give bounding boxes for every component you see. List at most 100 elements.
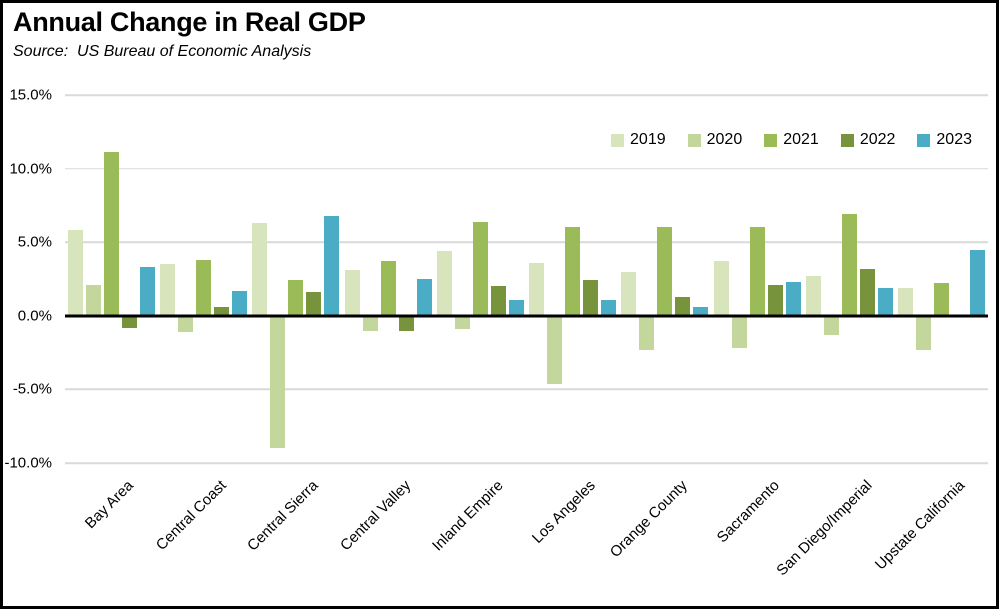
x-axis-label: Sacramento <box>714 477 784 547</box>
bar-slot <box>583 95 599 463</box>
bar-2020 <box>85 284 101 316</box>
bar-slot <box>398 95 414 463</box>
bar-2019 <box>806 276 822 316</box>
gridline <box>65 167 988 170</box>
bar-slot <box>177 95 193 463</box>
bar-2019 <box>713 261 729 316</box>
legend-item-2022: 2022 <box>840 131 895 149</box>
y-axis-tick-label: 0.0% <box>17 307 52 325</box>
bar-2022 <box>860 268 876 316</box>
bar-2021 <box>657 227 673 316</box>
category-group <box>803 95 895 463</box>
bar-slot <box>416 95 432 463</box>
bar-2023 <box>601 299 617 316</box>
category-group <box>157 95 249 463</box>
bar-2020 <box>824 317 840 335</box>
bar-2020 <box>731 317 747 349</box>
bar-slot <box>454 95 470 463</box>
bar-slot <box>490 95 506 463</box>
y-axis-tick-label: -10.0% <box>4 454 52 472</box>
bar-slot <box>916 95 932 463</box>
bar-slot <box>639 95 655 463</box>
bar-slot <box>252 95 268 463</box>
chart-title: Annual Change in Real GDP <box>13 7 366 37</box>
bar-2019 <box>67 230 83 316</box>
bar-2019 <box>436 251 452 316</box>
bar-2023 <box>139 267 155 316</box>
bar-slot <box>952 95 967 463</box>
bar-slot <box>621 95 637 463</box>
x-axis-label: Central Valley <box>336 477 415 555</box>
bar-2023 <box>878 287 894 316</box>
bar-slot <box>806 95 822 463</box>
bar-2022 <box>306 292 322 316</box>
legend-item-2020: 2020 <box>687 131 742 149</box>
chart-source: Source: US Bureau of Economic Analysis <box>13 43 312 60</box>
bar-slot <box>785 95 801 463</box>
bar-2021 <box>288 280 304 316</box>
bar-2021 <box>749 227 765 316</box>
category-group <box>434 95 526 463</box>
gridline <box>65 388 988 391</box>
bar-2020 <box>362 317 378 331</box>
legend-swatch-icon <box>611 133 625 147</box>
bar-slot <box>675 95 691 463</box>
bar-slot <box>860 95 876 463</box>
bar-2021 <box>934 283 950 316</box>
bar-2022 <box>767 284 783 316</box>
plot-area: 2019 2020 2021 2022 2023 Bay Area Central Coa… <box>65 94 988 579</box>
bar-2019 <box>529 262 545 316</box>
bar-slot <box>306 95 322 463</box>
bar-2021 <box>195 259 211 316</box>
bar-slot <box>878 95 894 463</box>
bar-slot <box>159 95 175 463</box>
bar-slot <box>270 95 286 463</box>
bar-slot <box>344 95 360 463</box>
bar-2021 <box>565 227 581 316</box>
bar-slot <box>288 95 304 463</box>
bar-slot <box>380 95 396 463</box>
x-axis-label: San Diego/Imperial <box>773 477 876 580</box>
bar-2023 <box>693 306 709 316</box>
bar-slot <box>934 95 950 463</box>
bar-2019 <box>344 270 360 316</box>
legend-label: 2021 <box>783 131 819 148</box>
bar-2020 <box>547 317 563 384</box>
bar-2021 <box>472 221 488 316</box>
bar-slot <box>749 95 765 463</box>
category-group <box>896 95 988 463</box>
legend-item-2019: 2019 <box>611 131 666 149</box>
x-axis-label: Bay Area <box>82 477 138 533</box>
y-axis-tick-label: 5.0% <box>17 233 52 251</box>
bar-2022 <box>490 286 506 316</box>
bar-2023 <box>324 215 340 316</box>
bar-2022 <box>398 317 414 331</box>
bar-2021 <box>842 214 858 316</box>
x-axis-label: Central Sierra <box>244 477 322 555</box>
bar-slot <box>67 95 83 463</box>
bar-slot <box>139 95 155 463</box>
bar-slot <box>824 95 840 463</box>
bar-slot <box>85 95 101 463</box>
bar-slot <box>657 95 673 463</box>
bar-slot <box>324 95 340 463</box>
category-group <box>711 95 803 463</box>
bar-2020 <box>177 317 193 333</box>
bar-slot <box>601 95 617 463</box>
bar-slot <box>767 95 783 463</box>
y-axis-tick-label: 10.0% <box>9 160 52 178</box>
bar-2019 <box>621 271 637 316</box>
bar-2023 <box>416 279 432 316</box>
x-axis-label: Central Coast <box>152 477 230 554</box>
category-group <box>342 95 434 463</box>
y-axis-tick-label: 15.0% <box>9 86 52 104</box>
bar-slot <box>213 95 229 463</box>
bar-2022 <box>675 296 691 316</box>
bar-slot <box>362 95 378 463</box>
bar-2020 <box>639 317 655 350</box>
x-axis-label: Los Angeles <box>528 477 599 547</box>
bar-slot <box>713 95 729 463</box>
legend: 2019 2020 2021 2022 2023 <box>611 131 972 149</box>
bar-groups <box>65 95 988 463</box>
bar-slot <box>508 95 524 463</box>
